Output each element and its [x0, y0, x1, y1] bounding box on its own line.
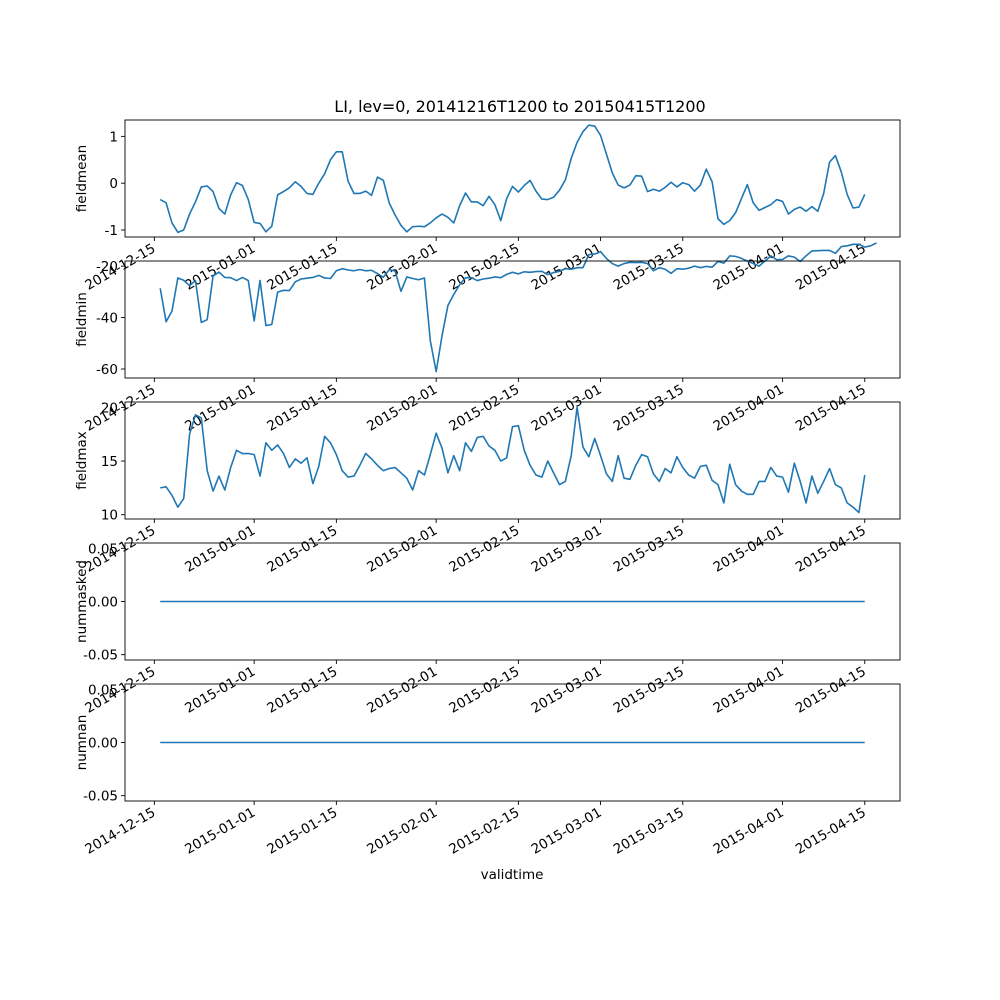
y-axis-label: numnan: [74, 715, 90, 771]
y-tick-label: -0.05: [83, 648, 118, 664]
x-tick-label: 2015-01-01: [182, 241, 258, 294]
y-tick-label: 10: [101, 508, 118, 524]
x-tick-label: 2015-04-01: [711, 241, 787, 294]
x-tick-label: 2015-01-01: [182, 382, 258, 435]
x-tick-label: 2015-03-01: [529, 664, 605, 717]
x-tick-label: 2015-01-15: [264, 382, 340, 435]
y-tick-label: 0.00: [88, 736, 118, 752]
x-tick-label: 2015-02-01: [364, 664, 440, 717]
y-axis-label: fieldmin: [74, 292, 90, 347]
x-tick-label: 2015-04-15: [793, 523, 869, 576]
x-tick-label: 2015-03-01: [529, 523, 605, 576]
y-tick-label: 15: [101, 454, 118, 470]
x-tick-label: 2015-01-15: [264, 664, 340, 717]
x-tick-label: 2015-04-15: [793, 241, 869, 294]
x-tick-label: 2015-02-01: [364, 805, 440, 858]
y-tick-label: -40: [96, 311, 118, 327]
chart-title: LI, lev=0, 20141216T1200 to 20150415T120…: [334, 97, 705, 116]
x-tick-label: 2014-12-15: [82, 241, 158, 294]
x-tick-label: 2015-03-15: [611, 523, 687, 576]
x-tick-label: 2015-01-01: [182, 805, 258, 858]
y-tick-label: 1: [109, 129, 118, 145]
x-tick-label: 2015-01-15: [264, 523, 340, 576]
x-tick-label: 2015-03-01: [529, 241, 605, 294]
axes-frame: [124, 401, 901, 520]
x-tick-label: 2015-03-15: [611, 241, 687, 294]
y-axis-label: fieldmax: [74, 431, 90, 490]
y-tick-label: 20: [101, 400, 118, 416]
x-tick-label: 2015-02-15: [446, 664, 522, 717]
x-tick-label: 2014-12-15: [82, 805, 158, 858]
x-tick-label: 2015-02-01: [364, 523, 440, 576]
x-tick-label: 2015-03-01: [529, 382, 605, 435]
y-tick-label: 0: [109, 176, 118, 192]
x-tick-label: 2014-12-15: [82, 382, 158, 435]
x-tick-label: 2015-03-15: [611, 382, 687, 435]
x-tick-label: 2015-03-01: [529, 805, 605, 858]
series-line-fieldmean: [159, 124, 866, 234]
x-tick-label: 2015-02-15: [446, 382, 522, 435]
x-tick-label: 2015-04-01: [711, 382, 787, 435]
x-tick-label: 2015-01-15: [264, 805, 340, 858]
y-tick-label: -0.05: [83, 789, 118, 805]
y-tick-label: -1: [105, 223, 118, 239]
x-tick-label: 2015-04-01: [711, 805, 787, 858]
x-tick-label: 2015-01-01: [182, 523, 258, 576]
axes-frame: [124, 119, 901, 238]
y-tick-label: -60: [96, 362, 118, 378]
x-tick-label: 2015-02-01: [364, 382, 440, 435]
x-tick-label: 2015-02-15: [446, 805, 522, 858]
y-tick-label: 0.05: [88, 541, 118, 557]
x-axis-label: validtime: [481, 867, 544, 883]
y-axis-label: fieldmean: [74, 145, 90, 212]
x-tick-label: 2015-02-15: [446, 523, 522, 576]
x-tick-label: 2015-03-15: [611, 805, 687, 858]
y-tick-label: -20: [96, 259, 118, 275]
y-tick-label: 0.00: [88, 595, 118, 611]
x-tick-label: 2015-04-01: [711, 664, 787, 717]
x-tick-label: 2015-04-01: [711, 523, 787, 576]
x-tick-label: 2015-04-15: [793, 805, 869, 858]
x-tick-label: 2015-01-01: [182, 664, 258, 717]
x-tick-label: 2015-02-15: [446, 241, 522, 294]
x-tick-label: 2015-01-15: [264, 241, 340, 294]
x-tick-label: 2015-02-01: [364, 241, 440, 294]
y-tick-label: 0.05: [88, 682, 118, 698]
subplot-fieldmean: -1 0 1 fieldmean 2014-12-15 2015-01-01 2015-01…: [74, 119, 901, 294]
axes-frame: [124, 260, 901, 379]
x-tick-label: 2015-03-15: [611, 664, 687, 717]
x-tick-label: 2015-04-15: [793, 382, 869, 435]
series-line-fieldmin: [159, 242, 877, 373]
y-axis-label: nummasked: [74, 560, 90, 643]
series-line-fieldmax: [160, 406, 866, 514]
x-tick-label: 2015-04-15: [793, 664, 869, 717]
